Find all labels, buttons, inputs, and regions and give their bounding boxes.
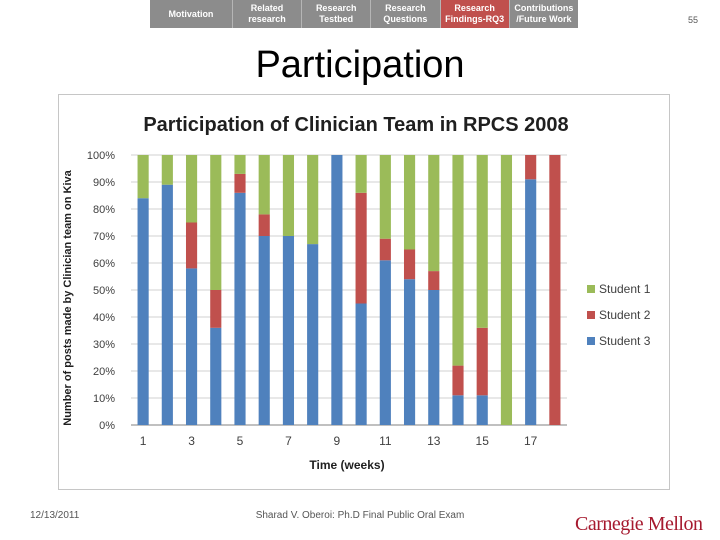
bar-segment-student-1 [355,155,367,193]
bar-segment-student-3 [428,290,440,425]
chart-frame: Participation of Clinician Team in RPCS … [58,94,670,490]
footer-date: 12/13/2011 [30,510,80,521]
bar-segment-student-1 [452,155,464,366]
bar-segment-student-1 [161,155,173,185]
bar-segment-student-3 [525,179,537,425]
x-tick-label: 11 [379,434,392,448]
bar-segment-student-1 [258,155,270,215]
footer-presenter: Sharad V. Oberoi: Ph.D Final Public Oral… [255,510,465,521]
x-tick-label: 13 [427,434,441,448]
x-tick-label: 15 [476,434,490,448]
bar-segment-student-3 [185,268,198,425]
x-tick-label: 3 [188,434,195,448]
y-tick-label: 60% [93,258,115,270]
nav-tab-0[interactable]: Motivation [150,0,233,28]
bar-segment-student-1 [210,155,222,290]
bar-segment-student-1 [234,155,246,174]
bar-segment-student-2 [258,214,270,236]
y-axis-label: Number of posts made by Clinician team o… [62,169,74,425]
bar-segment-student-3 [234,192,246,425]
university-logo: Carnegie Mellon [575,513,703,535]
bar-segment-student-3 [403,279,416,425]
bar-segment-student-2 [355,192,367,304]
legend-label: Student 1 [599,282,651,296]
bar-segment-student-3 [258,236,270,425]
y-tick-label: 10% [93,393,115,405]
nav-tab-1[interactable]: Related research [233,0,303,28]
x-tick-label: 5 [237,434,244,448]
bar-segment-student-1 [403,155,416,250]
x-tick-label: 7 [285,434,292,448]
bar-segment-student-2 [476,327,488,396]
bar-segment-student-3 [210,327,222,425]
bar-segment-student-3 [331,155,343,425]
nav-tab-2[interactable]: Research Testbed [302,0,372,28]
stacked-bar-chart: Participation of Clinician Team in RPCS … [62,114,651,472]
y-tick-label: 40% [93,312,115,324]
bar-segment-student-2 [379,238,391,261]
bar-segment-student-1 [307,155,319,245]
bar-segment-student-1 [137,155,149,199]
x-tick-labels: 1 3 5 7 9 11 13 15 17 [140,434,538,448]
legend-swatch [587,337,595,345]
nav-tab-5[interactable]: Contributions /Future Work [514,3,574,24]
nav-tab-4[interactable]: Research Findings-RQ3 [440,0,510,28]
bar-segment-student-3 [452,395,464,425]
bar-segment-student-3 [137,198,149,425]
bar-segment-student-1 [185,155,198,223]
legend-swatch [587,311,595,319]
x-tick-label: 9 [334,434,341,448]
y-tick-label: 30% [93,339,115,351]
gridlines [131,154,567,426]
bar-segment-student-3 [379,260,391,425]
bar-segment-student-2 [234,173,246,193]
y-tick-label: 90% [93,177,115,189]
x-axis-label: Time (weeks) [309,458,384,472]
y-tick-label: 20% [93,366,115,378]
legend: Student 1 Student 2 Student 3 [587,282,651,348]
bar-segment-student-1 [428,155,440,272]
bar-segment-student-2 [185,222,198,269]
y-tick-label: 80% [93,204,115,216]
bar-segment-student-3 [161,184,173,425]
bar-segment-student-2 [428,271,440,290]
legend-label: Student 2 [599,308,651,322]
legend-swatch [587,285,595,293]
bars [137,155,561,425]
x-tick-label: 17 [524,434,538,448]
nav-tab-3[interactable]: Research Questions [371,0,441,28]
y-tick-label: 100% [87,150,115,162]
x-tick-label: 1 [140,434,147,448]
y-tick-labels: 0% 10% 20% 30% 40% 50% 60% 70% 80% 90% 100% [87,150,115,432]
bar-segment-student-1 [500,155,513,425]
bar-segment-student-3 [476,395,488,425]
slide-title: Participation [255,44,465,86]
bar-segment-student-2 [452,365,464,396]
bar-segment-student-1 [379,155,391,239]
bar-segment-student-1 [282,155,295,236]
bar-segment-student-3 [282,236,295,425]
bar-segment-student-1 [476,155,488,328]
bar-segment-student-3 [355,303,367,425]
bar-segment-student-2 [210,290,222,328]
y-tick-label: 50% [93,285,115,297]
bar-segment-student-2 [525,155,537,180]
bar-segment-student-3 [307,244,319,425]
y-tick-label: 70% [93,231,115,243]
y-tick-label: 0% [99,420,115,432]
chart-title: Participation of Clinician Team in RPCS … [143,114,568,136]
legend-label: Student 3 [599,334,651,348]
section-nav: Motivation Related research Research Testb… [150,0,578,28]
bar-segment-student-2 [549,155,561,425]
page-number: 55 [688,15,699,25]
bar-segment-student-2 [403,249,416,280]
